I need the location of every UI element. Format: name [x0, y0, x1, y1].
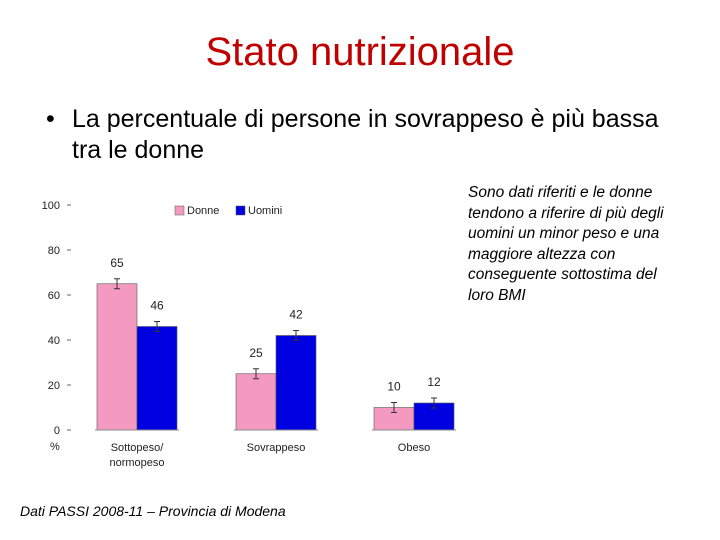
- y-tick-label: 20: [48, 380, 60, 392]
- bullet-symbol: •: [46, 105, 55, 133]
- legend-label: Donne: [187, 205, 219, 217]
- y-tick-label: 100: [42, 200, 60, 212]
- data-label: 65: [110, 256, 124, 270]
- y-tick-label: 80: [48, 245, 60, 257]
- y-tick-label: 60: [48, 290, 60, 302]
- bar: [136, 326, 178, 431]
- y-axis-label: %: [50, 441, 60, 453]
- slide-title: Stato nutrizionale: [205, 30, 515, 74]
- legend-label: Uomini: [248, 205, 282, 217]
- y-tick-label: 40: [48, 335, 60, 347]
- bar: [96, 283, 138, 431]
- legend-swatch: [235, 205, 246, 216]
- category-label: Sottopeso/: [111, 442, 165, 454]
- category-label: normopeso: [109, 457, 164, 469]
- side-note: Sono dati riferiti e le donne tendono a …: [468, 184, 664, 305]
- bar: [235, 373, 277, 431]
- data-label: 25: [249, 346, 263, 360]
- data-label: 42: [289, 308, 303, 322]
- bar-chart: 0 20 40 60 80 100% 65 46 Sottopeso/normopeso 25 42…: [42, 200, 456, 469]
- data-label: 46: [150, 299, 164, 313]
- bar: [275, 335, 317, 431]
- category-label: Sovrappeso: [247, 442, 306, 454]
- data-label: 10: [387, 380, 401, 394]
- legend-swatch: [174, 205, 185, 216]
- source-caption: Dati PASSI 2008-11 – Provincia di Modena: [20, 503, 286, 519]
- data-label: 12: [427, 375, 441, 389]
- category-label: Obeso: [398, 442, 430, 454]
- bullet-point: • La percentuale di persone in sovrappes…: [46, 104, 686, 167]
- y-tick-label: 0: [54, 425, 60, 437]
- bullet-text: La percentuale di persone in sovrappeso …: [72, 105, 659, 165]
